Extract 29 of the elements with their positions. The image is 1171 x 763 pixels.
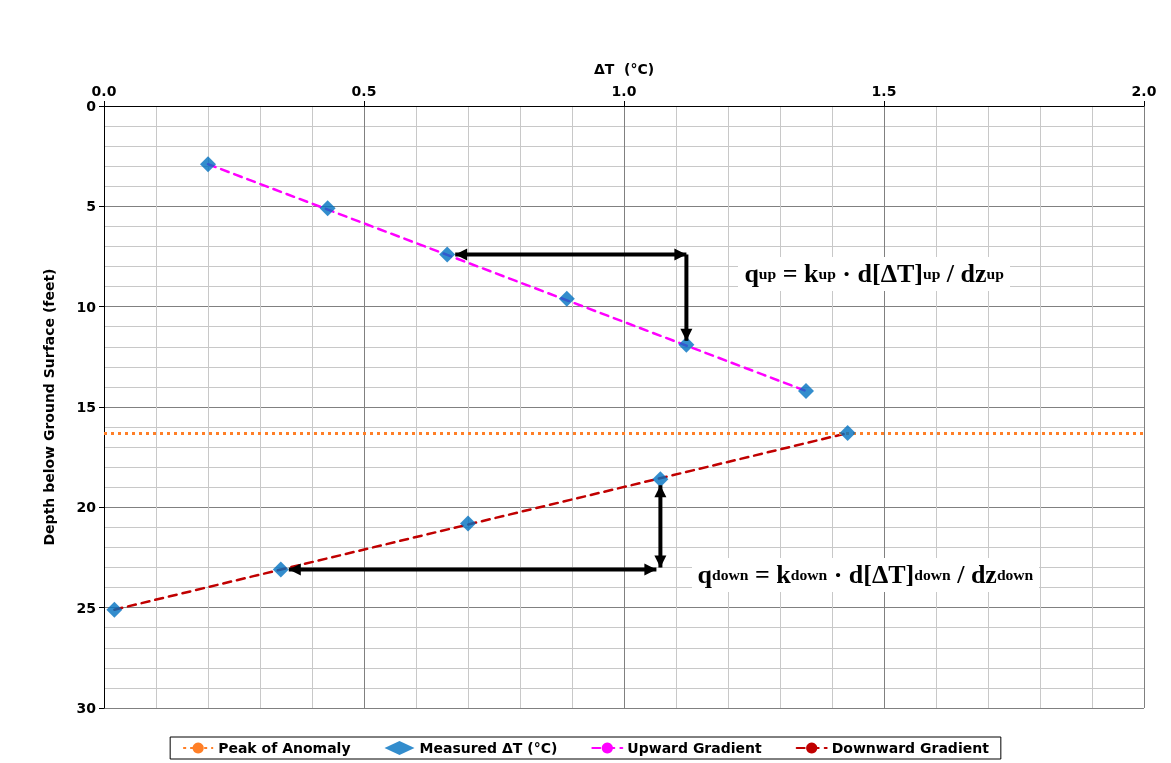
point [839,425,856,442]
legend-label: Measured ΔT (°C) [419,740,558,756]
x-tick-label: 2.0 [1131,83,1157,99]
point [558,290,575,307]
y-tick-label: 10 [76,298,97,315]
y-tick-label: 25 [76,599,96,616]
x-tick-label: 0.0 [91,83,117,99]
point [319,200,336,217]
point [106,601,123,618]
legend-label: Downward Gradient [831,740,990,756]
y-tick-label: 5 [86,198,96,215]
x-tick-label: 0.5 [351,83,377,99]
y-axis-title: Depth below Ground Surface (feet) [41,268,57,546]
y-tick-label: 30 [76,700,97,716]
point [652,471,669,488]
x-tick-label: 1.5 [871,83,897,99]
point [798,382,814,399]
point [678,336,695,353]
point [200,156,216,173]
point [460,515,476,532]
x-axis-title: ΔT (°C) [593,61,655,77]
y-tick-label: 20 [76,499,97,516]
y-tick-label: 0 [86,98,97,114]
point [272,561,289,578]
x-tick-label: 1.0 [611,83,637,99]
point [439,246,456,263]
y-tick-label: 15 [76,399,96,415]
legend-label: Peak of Anomaly [218,740,351,756]
legend-label: Upward Gradient [627,740,763,756]
